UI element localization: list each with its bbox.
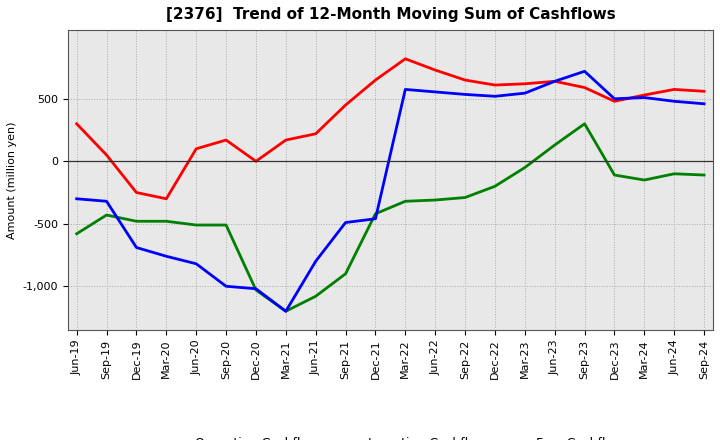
Investing Cashflow: [192, 222, 200, 227]
Free Cashflow: [431, 89, 439, 95]
Investing Cashflow: [521, 165, 529, 170]
Operating Cashflow: [700, 88, 708, 94]
Investing Cashflow: [401, 198, 410, 204]
Operating Cashflow: [311, 131, 320, 136]
Operating Cashflow: [431, 67, 439, 73]
Operating Cashflow: [580, 85, 589, 90]
Operating Cashflow: [640, 92, 649, 98]
Free Cashflow: [371, 216, 379, 221]
Investing Cashflow: [341, 271, 350, 276]
Investing Cashflow: [490, 183, 499, 189]
Operating Cashflow: [341, 103, 350, 108]
Free Cashflow: [550, 79, 559, 84]
Operating Cashflow: [401, 56, 410, 62]
Free Cashflow: [73, 196, 81, 202]
Free Cashflow: [670, 99, 678, 104]
Free Cashflow: [251, 286, 260, 291]
Legend: Operating Cashflow, Investing Cashflow, Free Cashflow: Operating Cashflow, Investing Cashflow, …: [152, 432, 629, 440]
Operating Cashflow: [102, 152, 111, 158]
Title: [2376]  Trend of 12-Month Moving Sum of Cashflows: [2376] Trend of 12-Month Moving Sum of C…: [166, 7, 616, 22]
Operating Cashflow: [222, 137, 230, 143]
Line: Investing Cashflow: Investing Cashflow: [77, 124, 704, 311]
Investing Cashflow: [102, 213, 111, 218]
Investing Cashflow: [311, 293, 320, 299]
Investing Cashflow: [550, 143, 559, 148]
Free Cashflow: [222, 284, 230, 289]
Free Cashflow: [490, 94, 499, 99]
Free Cashflow: [132, 245, 140, 250]
Operating Cashflow: [461, 77, 469, 83]
Operating Cashflow: [73, 121, 81, 126]
Operating Cashflow: [670, 87, 678, 92]
Operating Cashflow: [192, 146, 200, 151]
Line: Operating Cashflow: Operating Cashflow: [77, 59, 704, 199]
Free Cashflow: [461, 92, 469, 97]
Free Cashflow: [162, 253, 171, 259]
Line: Free Cashflow: Free Cashflow: [77, 71, 704, 311]
Free Cashflow: [521, 91, 529, 96]
Investing Cashflow: [670, 171, 678, 176]
Free Cashflow: [580, 69, 589, 74]
Investing Cashflow: [132, 219, 140, 224]
Investing Cashflow: [282, 308, 290, 314]
Operating Cashflow: [550, 79, 559, 84]
Investing Cashflow: [431, 198, 439, 203]
Free Cashflow: [282, 308, 290, 314]
Operating Cashflow: [132, 190, 140, 195]
Investing Cashflow: [640, 177, 649, 183]
Investing Cashflow: [461, 195, 469, 200]
Operating Cashflow: [371, 77, 379, 83]
Investing Cashflow: [73, 231, 81, 236]
Free Cashflow: [102, 198, 111, 204]
Operating Cashflow: [610, 99, 618, 104]
Operating Cashflow: [162, 196, 171, 202]
Operating Cashflow: [490, 82, 499, 88]
Investing Cashflow: [610, 172, 618, 178]
Free Cashflow: [700, 101, 708, 106]
Investing Cashflow: [371, 211, 379, 216]
Investing Cashflow: [251, 287, 260, 293]
Investing Cashflow: [580, 121, 589, 126]
Free Cashflow: [341, 220, 350, 225]
Free Cashflow: [311, 259, 320, 264]
Free Cashflow: [192, 261, 200, 266]
Operating Cashflow: [251, 159, 260, 164]
Free Cashflow: [640, 95, 649, 100]
Investing Cashflow: [222, 222, 230, 227]
Free Cashflow: [401, 87, 410, 92]
Operating Cashflow: [282, 137, 290, 143]
Y-axis label: Amount (million yen): Amount (million yen): [7, 121, 17, 239]
Investing Cashflow: [162, 219, 171, 224]
Free Cashflow: [610, 96, 618, 102]
Investing Cashflow: [700, 172, 708, 178]
Operating Cashflow: [521, 81, 529, 86]
